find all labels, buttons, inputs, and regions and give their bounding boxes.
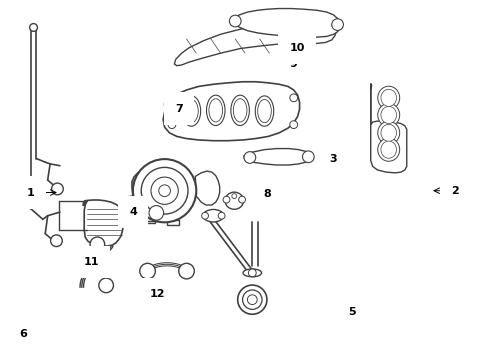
- Circle shape: [290, 94, 297, 102]
- Polygon shape: [244, 149, 311, 165]
- Circle shape: [290, 121, 297, 129]
- Text: 6: 6: [20, 329, 27, 339]
- Ellipse shape: [378, 86, 400, 109]
- Ellipse shape: [381, 107, 396, 123]
- Ellipse shape: [381, 141, 396, 158]
- Text: 5: 5: [348, 307, 356, 317]
- Circle shape: [51, 183, 63, 195]
- Polygon shape: [83, 200, 124, 246]
- Ellipse shape: [225, 192, 244, 209]
- Ellipse shape: [258, 99, 271, 123]
- Circle shape: [202, 212, 208, 219]
- Ellipse shape: [182, 96, 201, 126]
- Circle shape: [140, 263, 155, 279]
- Ellipse shape: [203, 210, 223, 222]
- Circle shape: [151, 177, 178, 204]
- Ellipse shape: [378, 103, 400, 127]
- Circle shape: [90, 237, 105, 252]
- Ellipse shape: [381, 89, 396, 107]
- Ellipse shape: [378, 121, 400, 144]
- Circle shape: [133, 159, 196, 222]
- Text: 8: 8: [263, 189, 271, 199]
- Polygon shape: [163, 82, 299, 141]
- Text: 12: 12: [149, 289, 165, 299]
- Polygon shape: [371, 84, 407, 173]
- Ellipse shape: [233, 99, 247, 122]
- Circle shape: [30, 23, 37, 31]
- Circle shape: [248, 269, 256, 277]
- Circle shape: [159, 185, 171, 197]
- Circle shape: [126, 204, 141, 219]
- Circle shape: [229, 15, 241, 27]
- Circle shape: [232, 194, 237, 198]
- Polygon shape: [145, 205, 179, 225]
- Circle shape: [244, 152, 256, 163]
- Text: 4: 4: [129, 207, 137, 217]
- Circle shape: [218, 212, 225, 219]
- Circle shape: [332, 19, 343, 31]
- Circle shape: [141, 167, 188, 214]
- Polygon shape: [196, 171, 220, 205]
- Text: 11: 11: [84, 257, 99, 267]
- Circle shape: [302, 151, 314, 163]
- Text: 2: 2: [451, 186, 458, 196]
- Circle shape: [223, 196, 230, 203]
- Text: 10: 10: [290, 43, 305, 53]
- Ellipse shape: [209, 99, 222, 122]
- Ellipse shape: [231, 95, 249, 126]
- Polygon shape: [125, 203, 155, 223]
- Ellipse shape: [185, 99, 198, 123]
- Ellipse shape: [381, 124, 396, 141]
- Circle shape: [179, 263, 195, 279]
- Text: 3: 3: [329, 154, 337, 163]
- Circle shape: [238, 285, 267, 314]
- Circle shape: [99, 278, 114, 293]
- Ellipse shape: [243, 269, 262, 277]
- Circle shape: [247, 295, 257, 305]
- Circle shape: [243, 290, 262, 309]
- Ellipse shape: [206, 95, 225, 126]
- Circle shape: [149, 206, 164, 220]
- Circle shape: [168, 94, 176, 102]
- Polygon shape: [174, 20, 337, 66]
- Polygon shape: [130, 164, 196, 218]
- Polygon shape: [231, 9, 340, 37]
- Circle shape: [168, 121, 176, 129]
- Text: 7: 7: [175, 104, 183, 113]
- Circle shape: [239, 196, 245, 203]
- Text: 1: 1: [27, 188, 34, 198]
- Ellipse shape: [378, 138, 400, 161]
- Circle shape: [50, 235, 62, 247]
- Ellipse shape: [255, 96, 274, 126]
- Text: 9: 9: [290, 59, 297, 69]
